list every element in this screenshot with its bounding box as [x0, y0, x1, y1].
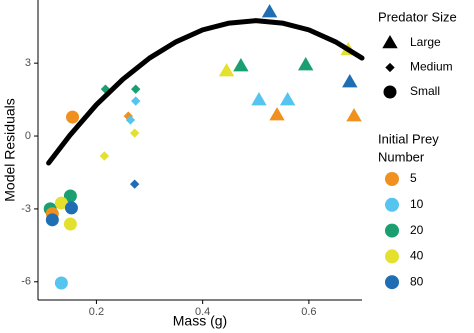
legend-swatch: [385, 172, 399, 186]
triangle-point: [251, 92, 267, 106]
circle-point: [63, 189, 77, 203]
diamond-point: [99, 151, 110, 161]
legend-label: Small: [410, 84, 440, 98]
triangle-point: [346, 108, 362, 122]
legend-label: 5: [410, 171, 417, 185]
circle-point: [63, 217, 77, 231]
triangle-point: [218, 63, 235, 77]
triangle-point: [342, 74, 358, 88]
circle-point: [54, 196, 68, 210]
triangle-point: [269, 107, 285, 121]
legend-swatch: [385, 197, 399, 212]
triangle-point: [297, 57, 314, 71]
legend-label: 20: [410, 223, 424, 237]
y-tick-label: -3: [21, 203, 31, 215]
shape-legend-title: Predator Size: [378, 9, 457, 24]
diamond-point: [125, 115, 136, 125]
legend-swatch: [385, 275, 399, 290]
x-tick-label: 0.4: [195, 306, 210, 318]
x-axis-title: Mass (g): [173, 313, 227, 329]
legend-symbol: [382, 34, 398, 49]
diamond-point: [123, 111, 133, 121]
legend-swatch: [385, 223, 399, 238]
x-tick-label: 0.6: [301, 306, 316, 318]
color-legend-title: Initial Prey: [378, 131, 439, 146]
triangle-point: [261, 4, 278, 18]
x-tick-label: 0.2: [89, 306, 104, 318]
circle-point: [54, 276, 68, 290]
circle-point: [45, 213, 59, 227]
diamond-point: [129, 128, 140, 138]
diamond-point: [131, 84, 141, 94]
color-legend-title: Number: [378, 149, 425, 164]
legend-label: Medium: [410, 60, 453, 74]
legend-swatch: [385, 249, 399, 264]
triangle-point: [279, 92, 296, 106]
legend-symbol: [385, 62, 395, 73]
diamond-point: [129, 179, 140, 189]
y-tick-label: 3: [25, 57, 31, 69]
legend-label: 80: [410, 274, 424, 288]
y-tick-label: -6: [21, 276, 31, 288]
fit-curve: [46, 18, 365, 166]
y-axis-title: Model Residuals: [2, 98, 18, 202]
circle-point: [64, 201, 78, 215]
triangle-point: [233, 58, 249, 72]
legend-label: 10: [410, 197, 424, 211]
legend-label: 40: [410, 249, 424, 263]
diamond-point: [131, 96, 141, 106]
circle-point: [66, 110, 80, 124]
legend-symbol: [383, 85, 397, 99]
legend-label: Large: [410, 35, 441, 49]
y-tick-label: 0: [25, 130, 31, 142]
